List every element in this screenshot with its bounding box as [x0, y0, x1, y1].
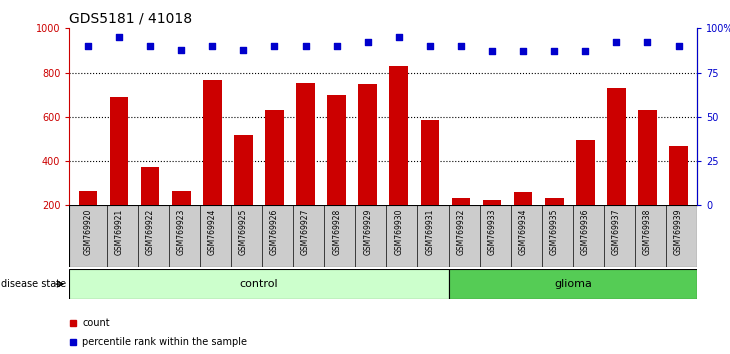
Bar — [358, 84, 377, 205]
Text: GSM769923: GSM769923 — [177, 209, 185, 255]
Text: GSM769929: GSM769929 — [364, 209, 372, 255]
Text: GSM769926: GSM769926 — [270, 209, 279, 255]
Text: GSM769930: GSM769930 — [394, 209, 403, 255]
Bar — [638, 110, 657, 205]
Text: GDS5181 / 41018: GDS5181 / 41018 — [69, 12, 193, 26]
Bar — [265, 110, 284, 205]
Point — [548, 48, 560, 54]
Text: percentile rank within the sample: percentile rank within the sample — [82, 337, 247, 347]
Point — [393, 34, 404, 40]
Point — [300, 43, 312, 49]
Bar — [452, 198, 470, 205]
Text: GSM769939: GSM769939 — [674, 209, 683, 255]
Bar — [448, 269, 697, 299]
Bar — [69, 269, 448, 299]
Text: disease state: disease state — [1, 279, 66, 289]
Text: glioma: glioma — [554, 279, 592, 289]
Text: GSM769928: GSM769928 — [332, 209, 341, 255]
Point — [455, 43, 466, 49]
Text: GSM769938: GSM769938 — [643, 209, 652, 255]
Text: control: control — [239, 279, 278, 289]
Bar — [545, 198, 564, 205]
Text: GSM769927: GSM769927 — [301, 209, 310, 255]
Point — [269, 43, 280, 49]
Bar — [110, 97, 128, 205]
Point — [207, 43, 218, 49]
Bar — [203, 80, 222, 205]
Text: GSM769925: GSM769925 — [239, 209, 248, 255]
Point — [331, 43, 342, 49]
Text: GSM769936: GSM769936 — [581, 209, 590, 255]
Point — [113, 34, 125, 40]
Text: GSM769920: GSM769920 — [83, 209, 93, 255]
Bar — [514, 193, 532, 205]
Text: GSM769935: GSM769935 — [550, 209, 558, 255]
Point — [642, 40, 653, 45]
Bar — [327, 95, 346, 205]
Point — [237, 47, 249, 52]
Bar — [420, 120, 439, 205]
Point — [518, 48, 529, 54]
Point — [82, 43, 94, 49]
Text: GSM769932: GSM769932 — [456, 209, 466, 255]
Bar — [390, 66, 408, 205]
Text: GSM769924: GSM769924 — [208, 209, 217, 255]
Bar — [483, 200, 502, 205]
Point — [610, 40, 622, 45]
Point — [672, 43, 684, 49]
Text: GSM769934: GSM769934 — [518, 209, 528, 255]
Bar — [79, 191, 97, 205]
Text: GSM769937: GSM769937 — [612, 209, 620, 255]
Text: GSM769933: GSM769933 — [488, 209, 496, 255]
Bar — [669, 145, 688, 205]
Text: count: count — [82, 318, 110, 329]
Point — [424, 43, 436, 49]
Bar — [141, 167, 159, 205]
Point — [580, 48, 591, 54]
Point — [486, 48, 498, 54]
Bar — [234, 135, 253, 205]
Text: GSM769921: GSM769921 — [115, 209, 123, 255]
Bar — [296, 82, 315, 205]
Point — [362, 40, 374, 45]
Text: GSM769931: GSM769931 — [426, 209, 434, 255]
Bar — [607, 88, 626, 205]
Text: GSM769922: GSM769922 — [146, 209, 155, 255]
Point — [175, 47, 187, 52]
Bar — [576, 140, 595, 205]
Bar — [172, 191, 191, 205]
Point — [145, 43, 156, 49]
